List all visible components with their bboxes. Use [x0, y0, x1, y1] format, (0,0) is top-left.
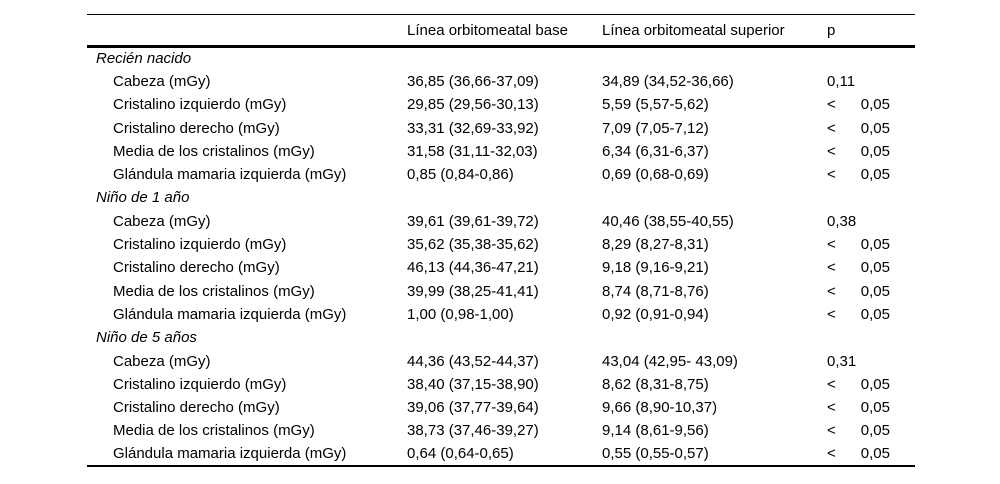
value-base: 39,61 (39,61-39,72) — [407, 212, 539, 230]
value-p: 0,11 — [827, 72, 856, 90]
value-base: 44,36 (43,52-44,37) — [407, 352, 539, 370]
value-p: < 0,05 — [827, 142, 890, 160]
column-header-superior: Línea orbitomeatal superior — [602, 14, 827, 48]
value-superior: 5,59 (5,57-5,62) — [602, 96, 709, 114]
value-p: < 0,05 — [827, 305, 890, 323]
value-base: 38,40 (37,15-38,90) — [407, 375, 539, 393]
group-label: Niño de 5 años — [96, 329, 197, 347]
value-p: 0,38 — [827, 212, 857, 230]
value-superior: 0,92 (0,91-0,94) — [602, 305, 709, 323]
dose-comparison-table: Línea orbitomeatal base Línea orbitomeat… — [87, 14, 915, 467]
row-label: Media de los cristalinos (mGy) — [113, 142, 315, 160]
value-base: 33,31 (32,69-33,92) — [407, 119, 539, 137]
table-row: Cristalino derecho (mGy) 46,13 (44,36-47… — [87, 256, 915, 279]
value-base: 36,85 (36,66-37,09) — [407, 72, 539, 90]
column-header-p: p — [827, 14, 915, 48]
row-label: Media de los cristalinos (mGy) — [113, 422, 315, 440]
row-label: Cristalino derecho (mGy) — [113, 259, 280, 277]
value-p: < 0,05 — [827, 259, 890, 277]
row-label: Cabeza (mGy) — [113, 352, 211, 370]
value-p: < 0,05 — [827, 445, 890, 463]
group-label: Niño de 1 año — [96, 189, 190, 207]
value-base: 31,58 (31,11-32,03) — [407, 142, 538, 160]
group-header-nino-5-anos: Niño de 5 años — [87, 326, 915, 349]
value-p: < 0,05 — [827, 422, 890, 440]
group-header-recien-nacido: Recién nacido — [87, 47, 915, 70]
value-superior: 34,89 (34,52-36,66) — [602, 72, 734, 90]
row-label: Glándula mamaria izquierda (mGy) — [113, 166, 347, 184]
value-superior: 8,29 (8,27-8,31) — [602, 236, 709, 254]
row-label: Cristalino derecho (mGy) — [113, 119, 280, 137]
group-label: Recién nacido — [96, 50, 192, 68]
value-superior: 7,09 (7,05-7,12) — [602, 119, 709, 137]
table-row: Cristalino derecho (mGy) 39,06 (37,77-39… — [87, 396, 915, 419]
value-superior: 8,74 (8,71-8,76) — [602, 282, 709, 300]
value-superior: 6,34 (6,31-6,37) — [602, 142, 709, 160]
value-superior: 9,66 (8,90-10,37) — [602, 399, 718, 417]
value-base: 29,85 (29,56-30,13) — [407, 96, 539, 114]
table-row: Glándula mamaria izquierda (mGy) 0,64 (0… — [87, 443, 915, 466]
value-base: 0,85 (0,84-0,86) — [407, 166, 514, 184]
group-header-nino-1-ano: Niño de 1 año — [87, 186, 915, 209]
value-base: 39,99 (38,25-41,41) — [407, 282, 539, 300]
row-label: Cristalino izquierdo (mGy) — [113, 96, 287, 114]
table-row: Media de los cristalinos (mGy) 38,73 (37… — [87, 419, 915, 442]
value-p: < 0,05 — [827, 166, 890, 184]
row-label: Media de los cristalinos (mGy) — [113, 282, 315, 300]
table-row: Cristalino izquierdo (mGy) 38,40 (37,15-… — [87, 373, 915, 396]
table-row: Glándula mamaria izquierda (mGy) 0,85 (0… — [87, 163, 915, 186]
value-p: < 0,05 — [827, 119, 890, 137]
value-p: < 0,05 — [827, 96, 890, 114]
value-base: 35,62 (35,38-35,62) — [407, 236, 539, 254]
value-p: < 0,05 — [827, 282, 890, 300]
value-superior: 9,18 (9,16-9,21) — [602, 259, 709, 277]
table-row: Cabeza (mGy) 44,36 (43,52-44,37) 43,04 (… — [87, 349, 915, 372]
value-superior: 9,14 (8,61-9,56) — [602, 422, 709, 440]
value-p: 0,31 — [827, 352, 857, 370]
value-base: 46,13 (44,36-47,21) — [407, 259, 539, 277]
row-label: Cristalino izquierdo (mGy) — [113, 375, 287, 393]
value-base: 0,64 (0,64-0,65) — [407, 445, 514, 463]
value-superior: 8,62 (8,31-8,75) — [602, 375, 709, 393]
table-row: Cabeza (mGy) 39,61 (39,61-39,72) 40,46 (… — [87, 210, 915, 233]
value-superior: 0,55 (0,55-0,57) — [602, 445, 709, 463]
column-header-base: Línea orbitomeatal base — [407, 14, 602, 48]
row-label: Glándula mamaria izquierda (mGy) — [113, 445, 347, 463]
row-label: Cabeza (mGy) — [113, 72, 211, 90]
table-row: Cristalino izquierdo (mGy) 29,85 (29,56-… — [87, 93, 915, 116]
table-row: Media de los cristalinos (mGy) 31,58 (31… — [87, 140, 915, 163]
value-base: 39,06 (37,77-39,64) — [407, 399, 539, 417]
column-header-empty — [87, 14, 407, 48]
table-header-row: Línea orbitomeatal base Línea orbitomeat… — [87, 14, 915, 48]
value-base: 1,00 (0,98-1,00) — [407, 305, 514, 323]
value-base: 38,73 (37,46-39,27) — [407, 422, 539, 440]
table-row: Cristalino izquierdo (mGy) 35,62 (35,38-… — [87, 233, 915, 256]
table-row: Media de los cristalinos (mGy) 39,99 (38… — [87, 279, 915, 302]
table-row: Cabeza (mGy) 36,85 (36,66-37,09) 34,89 (… — [87, 70, 915, 93]
value-p: < 0,05 — [827, 399, 890, 417]
value-superior: 40,46 (38,55-40,55) — [602, 212, 734, 230]
row-label: Cristalino derecho (mGy) — [113, 399, 280, 417]
value-p: < 0,05 — [827, 236, 890, 254]
row-label: Cabeza (mGy) — [113, 212, 211, 230]
value-superior: 0,69 (0,68-0,69) — [602, 166, 709, 184]
row-label: Cristalino izquierdo (mGy) — [113, 236, 287, 254]
value-p: < 0,05 — [827, 375, 890, 393]
row-label: Glándula mamaria izquierda (mGy) — [113, 305, 347, 323]
table-row: Glándula mamaria izquierda (mGy) 1,00 (0… — [87, 303, 915, 326]
value-superior: 43,04 (42,95- 43,09) — [602, 352, 738, 370]
table-row: Cristalino derecho (mGy) 33,31 (32,69-33… — [87, 116, 915, 139]
